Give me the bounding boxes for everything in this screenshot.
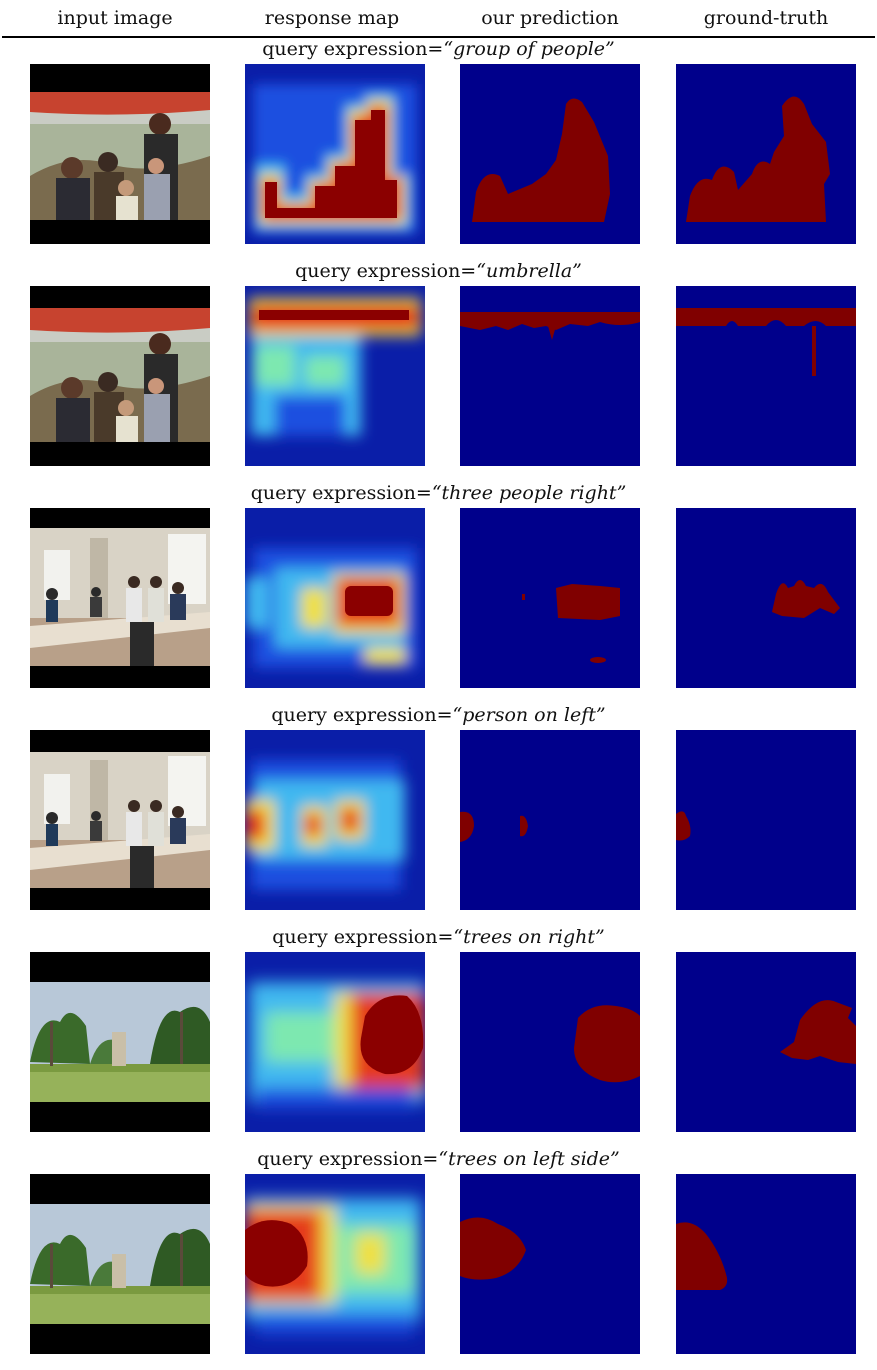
input-image — [30, 286, 210, 466]
our-prediction — [460, 286, 640, 466]
ground-truth — [676, 1174, 856, 1354]
trees-right-mask-icon — [460, 952, 640, 1132]
ground-truth — [676, 508, 856, 688]
query-prefix: query expression= — [272, 926, 454, 948]
query-prefix: query expression= — [262, 38, 444, 60]
our-prediction — [460, 952, 640, 1132]
ground-truth — [676, 730, 856, 910]
trees-left-mask-icon — [460, 1174, 640, 1354]
classroom-photo-icon — [30, 508, 210, 688]
figure-row-6: query expression=“trees on left side” — [0, 1148, 877, 1370]
person-left-mask-icon — [676, 730, 856, 910]
figure-row-3: query expression=“three people right” — [0, 482, 877, 704]
person-left-mask-icon — [460, 730, 640, 910]
response-map — [245, 286, 425, 466]
input-image — [30, 508, 210, 688]
response-map — [245, 730, 425, 910]
column-header-response-map: response map — [264, 7, 400, 29]
figure-row-5: query expression=“trees on right” — [0, 926, 877, 1148]
query-caption: query expression=“trees on right” — [0, 926, 877, 948]
three-people-mask-icon — [460, 508, 640, 688]
figure-header: input image response map our prediction … — [0, 0, 877, 34]
query-prefix: query expression= — [250, 482, 432, 504]
query-prefix: query expression= — [257, 1148, 439, 1170]
column-header-our-prediction: our prediction — [481, 7, 619, 29]
ground-truth — [676, 286, 856, 466]
group-mask-icon — [676, 64, 856, 244]
family-umbrella-photo-icon — [30, 64, 210, 244]
query-expression: “three people right” — [431, 482, 627, 504]
query-expression: “group of people” — [443, 38, 615, 60]
our-prediction — [460, 730, 640, 910]
figure-row-2: query expression=“umbrella” — [0, 260, 877, 482]
palm-park-photo-icon — [30, 1174, 210, 1354]
query-caption: query expression=“three people right” — [0, 482, 877, 504]
figure-row-1: query expression=“group of people” — [0, 38, 877, 260]
column-header-input-image: input image — [57, 7, 173, 29]
classroom-photo-icon — [30, 730, 210, 910]
response-heatmap-icon — [245, 952, 425, 1132]
response-heatmap-icon — [245, 730, 425, 910]
query-prefix: query expression= — [295, 260, 477, 282]
family-umbrella-photo-icon — [30, 286, 210, 466]
query-caption: query expression=“person on left” — [0, 704, 877, 726]
response-map — [245, 64, 425, 244]
input-image — [30, 1174, 210, 1354]
query-expression: “umbrella” — [476, 260, 582, 282]
ground-truth — [676, 64, 856, 244]
column-header-ground-truth: ground-truth — [703, 7, 829, 29]
query-prefix: query expression= — [271, 704, 453, 726]
group-mask-icon — [460, 64, 640, 244]
response-heatmap-icon — [245, 64, 425, 244]
query-caption: query expression=“umbrella” — [0, 260, 877, 282]
ground-truth — [676, 952, 856, 1132]
response-map — [245, 508, 425, 688]
trees-left-mask-icon — [676, 1174, 856, 1354]
palm-park-photo-icon — [30, 952, 210, 1132]
response-heatmap-icon — [245, 1174, 425, 1354]
query-expression: “trees on right” — [453, 926, 605, 948]
response-heatmap-icon — [245, 286, 425, 466]
response-heatmap-icon — [245, 508, 425, 688]
umbrella-mask-icon — [676, 286, 856, 466]
three-people-mask-icon — [676, 508, 856, 688]
our-prediction — [460, 1174, 640, 1354]
trees-right-mask-icon — [676, 952, 856, 1132]
our-prediction — [460, 508, 640, 688]
header-rule — [2, 36, 875, 38]
our-prediction — [460, 64, 640, 244]
input-image — [30, 64, 210, 244]
input-image — [30, 730, 210, 910]
figure-row-4: query expression=“person on left” — [0, 704, 877, 926]
query-caption: query expression=“group of people” — [0, 38, 877, 60]
query-caption: query expression=“trees on left side” — [0, 1148, 877, 1170]
input-image — [30, 952, 210, 1132]
umbrella-mask-icon — [460, 286, 640, 466]
query-expression: “person on left” — [452, 704, 606, 726]
query-expression: “trees on left side” — [438, 1148, 620, 1170]
response-map — [245, 1174, 425, 1354]
response-map — [245, 952, 425, 1132]
